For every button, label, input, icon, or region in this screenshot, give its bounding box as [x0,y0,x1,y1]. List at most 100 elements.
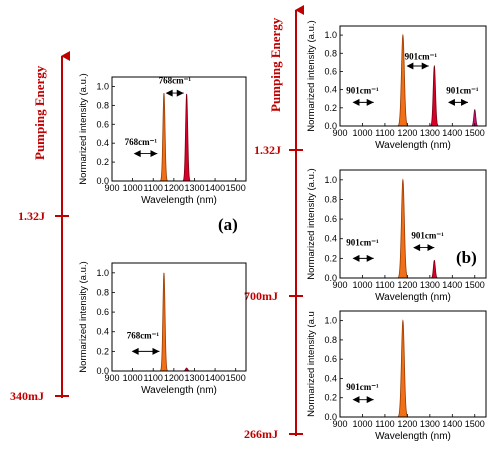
x-tick-label: 1000 [352,280,372,290]
x-axis-label: Wavelength (nm) [375,431,451,442]
y-tick-label: 1.0 [324,175,337,185]
raman-shift-label: 901cm⁻¹ [405,52,438,62]
x-tick-label: 1200 [397,128,417,138]
y-tick-label: 0.4 [324,85,337,95]
plot-frame [339,169,487,279]
plot-frame [111,262,247,372]
y-tick-label: 0.8 [96,100,109,110]
spectral-peak-2 [430,259,439,279]
x-tick-label: 1100 [375,128,394,138]
x-tick-label: 1300 [420,419,440,429]
y-axis-label: Normarized intensity (a.u [306,311,317,417]
x-tick-label: 1500 [226,373,246,383]
y-axis-label: Normarized intensity (a.u.) [78,261,89,372]
plot-b-bottom: 900 1000 1100 1200 1300 1400 1500 0.0 0.2 0.4 0.6 0… [306,310,487,442]
plot-a-top: 900 1000 1100 1200 1300 1400 1500 0.0 0.2 0.4 0.6 0… [78,73,247,206]
x-axis-label: Wavelength (nm) [375,292,451,303]
raman-shift-label: 768cm⁻¹ [125,137,158,147]
panel-label-a: (a) [218,215,238,234]
x-tick-label: 1500 [465,419,485,429]
raman-shift-label: 901cm⁻¹ [446,85,479,95]
y-tick-label: 0.8 [96,287,109,297]
x-tick-label: 1000 [123,373,143,383]
y-tick-label: 0.4 [96,327,109,337]
right-energy-axis: Pumping Energy 1.32J 700mJ 266mJ [244,5,304,441]
x-tick-label: 1300 [184,373,204,383]
spectral-peak-1 [159,92,169,182]
y-tick-label: 1.0 [96,81,109,91]
x-tick-label: 1100 [375,280,394,290]
plot-frame [339,25,487,127]
x-tick-label: 1200 [164,373,184,383]
x-tick-label: 1000 [352,419,372,429]
plot-frame [339,310,487,418]
y-tick-label: 0.2 [324,393,337,403]
x-tick-label: 1300 [420,128,440,138]
y-tick-label: 0.2 [324,253,337,263]
raman-shift-label: 901cm⁻¹ [346,85,379,95]
x-tick-label: 1500 [465,128,485,138]
y-tick-label: 0.4 [96,138,109,148]
right-energy-label-2: 700mJ [244,289,278,303]
x-tick-label: 1100 [144,183,163,193]
y-tick-label: 0.0 [324,121,337,131]
x-tick-label: 900 [332,128,347,138]
x-tick-label: 900 [332,419,347,429]
x-tick-label: 1300 [184,183,204,193]
plot-a-bottom: 900 1000 1100 1200 1300 1400 1500 0.0 0.2 0.4 0.6 0… [78,261,247,396]
y-tick-label: 0.6 [96,307,109,317]
right-energy-label-3: 266mJ [244,427,278,441]
spectral-peak-1 [396,33,410,127]
raman-shift-label: 901cm⁻¹ [411,231,444,241]
x-tick-label: 1000 [352,128,372,138]
x-tick-label: 1100 [144,373,163,383]
y-tick-label: 0.2 [96,346,109,356]
right-energy-label-1: 1.32J [254,143,281,157]
y-tick-label: 0.6 [324,354,337,364]
spectral-peak-1 [159,272,169,372]
y-tick-label: 0.0 [96,366,109,376]
x-tick-label: 1400 [205,373,225,383]
y-axis-label: Normarized intensity (a.u.) [306,168,317,279]
x-axis-label: Wavelength (nm) [141,385,217,396]
x-tick-label: 1400 [442,128,462,138]
x-axis-label: Wavelength (nm) [141,195,217,206]
y-axis-label: Normarized intensity (a.u.) [78,73,89,184]
x-tick-label: 1200 [397,419,417,429]
left-axis-title: Pumping Energy [32,65,47,160]
y-tick-label: 0.6 [96,119,109,129]
x-tick-label: 1300 [420,280,440,290]
x-axis-label: Wavelength (nm) [375,140,451,151]
x-tick-label: 900 [104,183,119,193]
y-tick-label: 0.6 [324,214,337,224]
x-tick-label: 1000 [123,183,143,193]
x-tick-label: 1400 [442,419,462,429]
raman-shift-label: 768cm⁻¹ [127,331,160,341]
y-tick-label: 0.8 [324,194,337,204]
spectral-peak-2 [182,93,192,182]
left-energy-label-2: 340mJ [10,389,44,403]
x-tick-label: 1500 [226,183,246,193]
x-tick-label: 900 [104,373,119,383]
x-tick-label: 1500 [465,280,485,290]
panel-label-b: (b) [456,248,477,267]
y-tick-label: 0.8 [324,335,337,345]
y-tick-label: 0.2 [96,157,109,167]
raman-shift-label: 768cm⁻¹ [159,76,192,86]
y-tick-label: 0.4 [324,373,337,383]
y-tick-label: 0.4 [324,234,337,244]
spectral-peak-1 [396,319,410,418]
spectral-peak-1 [396,178,410,279]
y-axis-label: Normarized intensity (a.u.) [306,20,317,131]
x-tick-label: 1400 [442,280,462,290]
x-tick-label: 1100 [375,419,394,429]
plot-frame [111,76,247,182]
y-tick-label: 1.0 [324,30,337,40]
x-tick-label: 1200 [164,183,184,193]
left-energy-axis: Pumping Energy 1.32J 340mJ [10,51,70,403]
y-tick-label: 1.0 [324,316,337,326]
y-tick-label: 0.8 [324,48,337,58]
plot-b-top: 900 1000 1100 1200 1300 1400 1500 0.0 0.2 0.4 0.6 0… [306,20,487,151]
y-tick-label: 0.0 [96,176,109,186]
